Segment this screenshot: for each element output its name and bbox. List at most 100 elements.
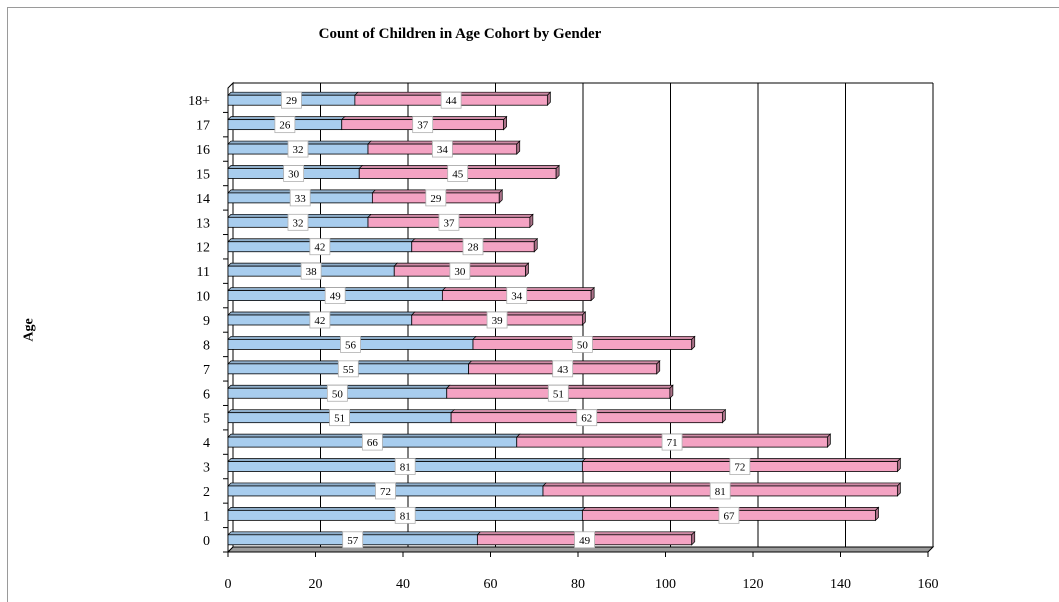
data-label: 42 xyxy=(314,315,325,327)
data-label-box xyxy=(431,140,453,158)
data-label: 67 xyxy=(723,510,735,522)
bar-end-face xyxy=(590,286,595,302)
data-label: 51 xyxy=(553,388,564,400)
chart-title: Count of Children in Age Cohort by Gende… xyxy=(318,26,602,42)
data-label: 56 xyxy=(345,339,357,351)
bar-end-face xyxy=(555,164,560,180)
data-label: 30 xyxy=(288,168,300,180)
data-label: 29 xyxy=(286,95,298,107)
data-label: 72 xyxy=(380,486,391,498)
data-label-box xyxy=(287,213,309,231)
y-tick-label: 13 xyxy=(196,216,210,231)
data-label-box xyxy=(709,482,731,500)
data-label-box xyxy=(340,336,361,353)
bar-end-face xyxy=(547,91,551,107)
bar-end-face xyxy=(722,408,726,424)
bar-end-face xyxy=(529,213,534,229)
data-label-box xyxy=(718,506,740,524)
y-tick-label: 2 xyxy=(203,485,210,500)
y-tick-label: 10 xyxy=(196,290,210,305)
data-label: 57 xyxy=(347,535,359,547)
y-tick-label: 18+ xyxy=(188,94,210,109)
data-label: 34 xyxy=(437,144,449,156)
data-label: 55 xyxy=(343,364,355,376)
data-label-box xyxy=(274,116,296,134)
data-label-box xyxy=(486,311,508,329)
bar-end-face xyxy=(582,311,586,326)
bar-end-face xyxy=(827,433,831,448)
y-tick-label: 4 xyxy=(203,436,210,451)
data-label-box xyxy=(440,91,462,109)
y-tick-label: 9 xyxy=(203,314,210,329)
data-label: 32 xyxy=(293,217,304,229)
data-label-box xyxy=(361,433,383,451)
data-label-box xyxy=(342,531,364,549)
y-tick-label: 3 xyxy=(203,461,210,476)
data-label-box xyxy=(462,238,484,256)
data-label: 66 xyxy=(367,437,379,449)
bar-end-face xyxy=(525,262,529,278)
data-label-box xyxy=(309,311,331,329)
data-label: 37 xyxy=(443,217,455,229)
data-label: 38 xyxy=(306,266,318,278)
data-label-box xyxy=(287,140,309,158)
bar-end-face xyxy=(691,335,696,351)
y-tick-label: 12 xyxy=(196,241,210,256)
y-tick-label: 11 xyxy=(197,265,210,280)
data-label: 50 xyxy=(332,388,344,400)
x-tick-label: 160 xyxy=(918,577,939,592)
x-tick-label: 100 xyxy=(655,577,676,592)
data-label: 45 xyxy=(452,168,464,180)
data-label-box xyxy=(289,189,311,207)
data-label: 33 xyxy=(295,193,307,205)
data-label: 51 xyxy=(334,413,345,425)
y-tick-label: 16 xyxy=(196,143,210,158)
data-label: 72 xyxy=(734,462,745,474)
data-label: 81 xyxy=(400,510,411,522)
chart-frame xyxy=(7,7,1059,602)
y-tick-label: 0 xyxy=(203,534,210,549)
data-label: 28 xyxy=(468,242,480,254)
data-label: 39 xyxy=(492,315,504,327)
bar-end-face xyxy=(498,189,503,204)
data-label: 49 xyxy=(579,535,591,547)
data-label-box xyxy=(571,336,593,353)
y-tick-label: 6 xyxy=(203,387,210,402)
data-label-box xyxy=(425,189,447,207)
y-tick-label: 15 xyxy=(196,167,210,182)
y-tick-label: 14 xyxy=(196,192,210,207)
bar-end-face xyxy=(669,384,674,400)
data-label-box xyxy=(552,360,574,378)
data-label: 81 xyxy=(715,486,726,498)
y-tick-label: 1 xyxy=(203,509,210,524)
data-label-box xyxy=(661,433,683,451)
data-label-box xyxy=(438,213,460,231)
data-label: 62 xyxy=(581,413,592,425)
y-tick-label: 7 xyxy=(203,363,210,378)
y-tick-label: 8 xyxy=(203,338,210,353)
data-label: 32 xyxy=(293,144,304,156)
bar-end-face xyxy=(533,237,538,253)
y-tick-label: 17 xyxy=(196,119,210,134)
x-tick-label: 20 xyxy=(309,577,323,592)
x-tick-label: 40 xyxy=(396,577,410,592)
bar-end-face xyxy=(897,482,901,497)
data-label: 43 xyxy=(557,364,569,376)
bar-end-face xyxy=(516,140,521,155)
data-label-box xyxy=(326,384,348,402)
data-label: 29 xyxy=(430,193,442,205)
data-label: 26 xyxy=(279,120,291,132)
data-label: 34 xyxy=(511,291,523,303)
data-label-box xyxy=(412,116,434,134)
data-label-box xyxy=(394,458,416,475)
bar-end-face xyxy=(656,359,661,375)
x-tick-label: 60 xyxy=(484,577,498,592)
data-label-box xyxy=(337,360,359,378)
x-tick-label: 80 xyxy=(571,577,585,592)
data-label-box xyxy=(375,482,396,500)
data-label-box xyxy=(547,384,569,402)
data-label: 44 xyxy=(446,95,458,107)
data-label: 71 xyxy=(667,437,678,449)
data-label: 42 xyxy=(314,242,325,254)
